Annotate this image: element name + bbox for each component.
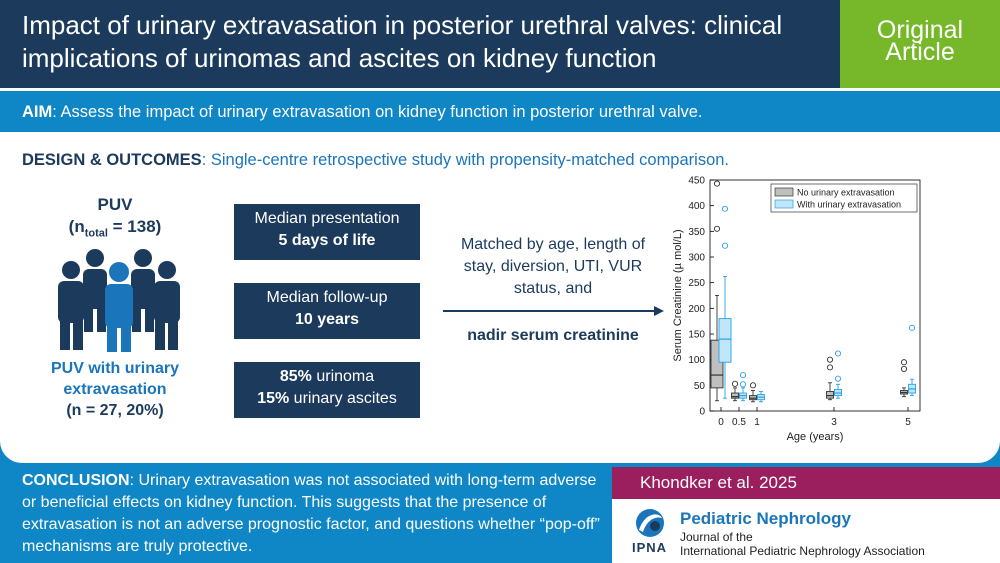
plot-area (709, 179, 921, 412)
article-type-label: Original Article (850, 16, 990, 66)
header-bar (0, 0, 840, 88)
legend-swatch (774, 199, 794, 209)
ipna-logo-text: IPNA (632, 540, 668, 555)
page-title: Impact of urinary extravasation in poste… (22, 10, 783, 73)
x-tick-label: 1 (754, 417, 760, 428)
legend-entry: With urinary extravasation (797, 200, 901, 210)
badge-line-1: Original (876, 16, 964, 44)
x-tick-label: 0 (718, 417, 724, 428)
x-tick-label: 3 (831, 417, 837, 428)
y-axis-label: Serum Creatinine (µ mol/L) (672, 229, 684, 361)
x-tick-label: 5 (905, 417, 911, 428)
arrow-right-icon (443, 306, 664, 316)
outlier-point (900, 365, 908, 372)
y-tick-label: 0 (699, 407, 705, 418)
journal-name: Pediatric Nephrology (680, 509, 851, 528)
design-statement: DESIGN & OUTCOMES: Single-centre retrosp… (22, 151, 729, 170)
outlier-point (739, 372, 747, 379)
matching-criteria: Matched by age, length of stay, diversio… (460, 236, 646, 297)
outlier-point (834, 375, 842, 382)
x-axis-label: Age (years) (787, 431, 844, 443)
y-tick-label: 100 (688, 355, 705, 366)
extravasation-type-box: 85% urinoma 15% urinary ascites (234, 362, 420, 418)
y-tick-label: 350 (688, 227, 705, 238)
legend-swatch (774, 187, 794, 197)
aim-text: : Assess the impact of urinary extravasa… (52, 103, 703, 121)
conclusion-label: CONCLUSION (22, 472, 130, 489)
box-iqr (731, 392, 739, 399)
creatinine-boxplot-chart: 0 50 100 150 200 250 300 350 400 450 0 0.5 1 3 5 Age (y… (672, 176, 921, 443)
puv-total-count: (ntotal = 138) (68, 217, 162, 240)
outlier-point (826, 356, 834, 363)
median-presentation-box: Median presentation 5 days of life (234, 204, 420, 260)
ipna-logo (636, 509, 664, 537)
matching-emphasis: nadir serum creatinine (467, 327, 639, 344)
x-tick-label: 0.5 (732, 417, 746, 428)
outlier-point (739, 381, 747, 388)
aim-statement: AIM: Assess the impact of urinary extrav… (22, 103, 703, 122)
conclusion-statement: CONCLUSION: Urinary extravasation was no… (22, 470, 602, 558)
outlier-point (713, 225, 721, 232)
badge-line-2: Article (885, 38, 955, 66)
outlier-point (713, 180, 721, 187)
people-group-icon (58, 249, 180, 352)
y-tick-label: 200 (688, 304, 705, 315)
outlier-point (731, 380, 739, 387)
design-text: : Single-centre retrospective study with… (201, 151, 730, 169)
legend-box (770, 183, 918, 213)
outlier-point (721, 205, 729, 212)
puv-label: PUV (97, 195, 133, 214)
box-iqr (718, 318, 732, 363)
puv-extravasation-count: PUV with urinary extravasation (n = 27, … (50, 360, 180, 419)
conclusion-text: : Urinary extravasation was not associat… (22, 472, 600, 555)
y-tick-label: 450 (688, 176, 705, 187)
y-tick-label: 250 (688, 278, 705, 289)
outlier-point (749, 382, 757, 389)
y-tick-label: 150 (688, 330, 705, 341)
box-iqr (826, 391, 834, 399)
design-label: DESIGN & OUTCOMES (22, 151, 202, 169)
y-tick-label: 300 (688, 253, 705, 264)
journal-panel (612, 499, 1000, 563)
y-tick-label: 400 (688, 201, 705, 212)
citation-authors: Khondker et al. 2025 (640, 473, 797, 492)
aim-band (0, 91, 1000, 132)
y-tick-label: 50 (694, 381, 706, 392)
median-followup-box: Median follow-up 10 years (234, 283, 420, 339)
legend-entry: No urinary extravasation (797, 188, 895, 198)
journal-subtitle: Journal of the International Pediatric N… (680, 530, 925, 558)
aim-label: AIM (22, 103, 53, 121)
outlier-point (908, 324, 916, 331)
outlier-point (900, 359, 908, 366)
outlier-point (721, 242, 729, 249)
citation-bar (612, 467, 1000, 499)
article-type-badge (840, 0, 1000, 88)
outlier-point (826, 364, 834, 371)
puv-cohort-title: PUV (ntotal = 138) (40, 194, 190, 244)
outlier-point (834, 350, 842, 357)
